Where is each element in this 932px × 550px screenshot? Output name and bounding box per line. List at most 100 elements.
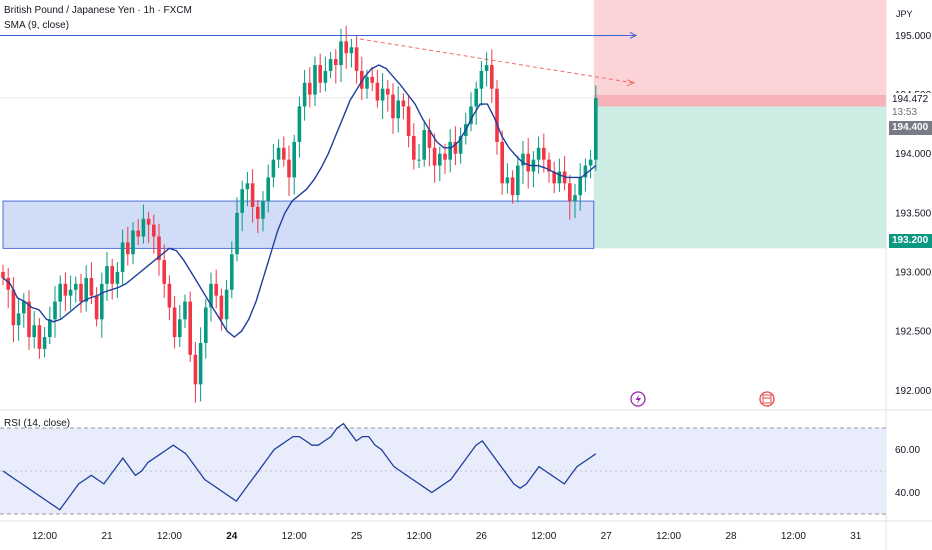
candle-body: [209, 283, 213, 308]
trend-line: [359, 38, 634, 84]
candle-body: [230, 254, 234, 290]
candle-body: [292, 141, 296, 178]
time-tick-label: 12:00: [157, 531, 182, 542]
candle-body: [474, 88, 478, 107]
candle-body: [443, 153, 447, 160]
candle: [401, 93, 406, 120]
stop-level-tag: 194.400: [889, 121, 932, 135]
candle-body: [484, 65, 489, 71]
candle-body: [74, 283, 78, 290]
candle: [22, 293, 26, 328]
candle-body: [490, 65, 494, 89]
candle-body: [240, 189, 244, 213]
candle: [308, 67, 312, 108]
sma-line: [2, 64, 597, 338]
candle: [105, 251, 109, 301]
trend-arrow: [626, 79, 636, 87]
candle-body: [386, 88, 390, 95]
candle: [240, 180, 244, 232]
candle: [458, 127, 463, 164]
take-profit-zone: [593, 106, 886, 249]
candle-body: [105, 266, 109, 284]
candle-body: [323, 70, 328, 83]
candle: [84, 265, 88, 312]
bar-countdown: 13:53: [889, 106, 932, 120]
candle-body: [32, 325, 36, 338]
target-level-tag: 193.200: [889, 234, 932, 248]
time-tick-label: 12:00: [781, 531, 806, 542]
candle-body: [1, 272, 5, 278]
candle: [417, 144, 421, 169]
rsi-line: [2, 422, 597, 511]
candle: [209, 272, 213, 322]
candle-body: [365, 76, 369, 89]
candle: [276, 139, 281, 169]
candle-body: [344, 41, 348, 54]
candle: [547, 152, 551, 183]
candle: [136, 219, 140, 246]
candle: [391, 83, 395, 134]
candle-body: [141, 218, 146, 237]
time-tick-label: 31: [850, 531, 862, 542]
candle: [162, 244, 166, 299]
candle: [94, 287, 99, 327]
candle-body: [193, 354, 198, 385]
candle-body: [479, 70, 484, 89]
candle-body: [557, 171, 562, 184]
candle-body: [11, 289, 16, 326]
candle-body: [422, 130, 426, 160]
currency-label[interactable]: JPY: [896, 9, 913, 19]
time-tick-label: 24: [226, 531, 238, 542]
candle-body: [37, 325, 42, 349]
candle: [552, 161, 556, 194]
candle: [183, 294, 187, 328]
candle: [42, 327, 47, 358]
candle-body: [94, 295, 99, 320]
calendar-event-icon: [759, 391, 775, 407]
rsi-legend: RSI (14, close): [4, 418, 71, 429]
candle-body: [432, 147, 437, 166]
candle: [448, 129, 452, 173]
candle-body: [22, 301, 26, 314]
candle: [79, 273, 83, 313]
candle-body: [500, 141, 504, 184]
candle-body: [287, 159, 291, 178]
candle-body: [183, 301, 187, 320]
candle-body: [562, 171, 567, 184]
candle-body: [282, 147, 286, 160]
candle-body: [318, 65, 322, 83]
calendar-icon-ring: [759, 391, 775, 407]
candle-body: [68, 289, 73, 296]
candle-body: [396, 100, 400, 119]
price-tick-label: 192.500: [895, 327, 932, 338]
candle: [344, 25, 348, 69]
candle-body: [406, 106, 411, 136]
candle: [230, 241, 234, 299]
candle: [536, 136, 541, 174]
candle-body: [27, 301, 31, 338]
candle: [500, 130, 504, 195]
candle: [432, 133, 437, 183]
candle-body: [198, 342, 203, 385]
candle-body: [126, 242, 130, 255]
candle-body: [438, 153, 442, 166]
time-tick-label: 12:00: [656, 531, 681, 542]
candle-body: [308, 82, 312, 95]
candle: [235, 197, 239, 262]
candle: [302, 70, 307, 121]
candle-body: [339, 41, 343, 66]
candle: [271, 144, 276, 188]
candle-body: [219, 295, 224, 320]
candle-body: [79, 283, 83, 302]
candle: [245, 171, 250, 207]
lightning-icon-bolt: [635, 394, 641, 405]
candle-body: [469, 106, 473, 125]
time-tick-label: 12:00: [32, 531, 57, 542]
candle: [354, 35, 359, 84]
candle-body: [120, 242, 125, 272]
candle-body: [162, 260, 166, 284]
candle-body: [100, 283, 104, 320]
candle: [375, 70, 380, 108]
candle: [479, 61, 484, 106]
